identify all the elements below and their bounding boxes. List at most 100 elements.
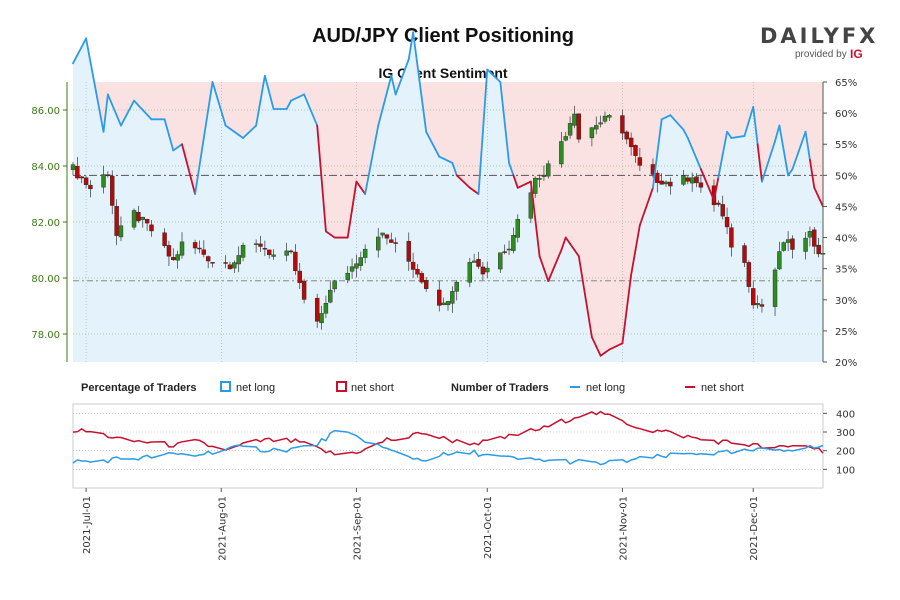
sentiment-line-segment	[242, 124, 258, 139]
sentiment-line-segment	[700, 168, 715, 202]
sentiment-line-segment	[416, 64, 423, 100]
candle-body	[633, 145, 638, 156]
sentiment-line-segment	[747, 105, 755, 123]
candle-body	[681, 175, 686, 185]
candle-body	[759, 304, 765, 307]
sentiment-line-segment	[168, 133, 175, 152]
candle-body	[777, 251, 782, 270]
candle-body	[663, 181, 669, 185]
sentiment-line-segment	[89, 60, 105, 133]
percent-tick-label: 60%	[835, 109, 857, 120]
sentiment-line-segment	[133, 99, 140, 107]
date-tick-label: 2021-Sep-01	[352, 496, 363, 560]
date-tick-label: 2021-Dec-01	[749, 496, 760, 561]
ig-brand: IG	[850, 47, 863, 61]
candle-body	[620, 115, 625, 134]
sentiment-line-segment	[787, 168, 794, 177]
sentiment-line-segment	[713, 176, 720, 202]
candle-body	[511, 235, 516, 251]
date-tick-label: 2021-Nov-01	[618, 496, 629, 561]
candle-body	[589, 127, 595, 139]
price-tick-label: 80.00	[31, 274, 60, 285]
sentiment-line-segment	[211, 81, 227, 127]
percent-tick-label: 45%	[835, 202, 857, 213]
sentiment-line-segment	[516, 180, 532, 189]
candle-body	[101, 174, 106, 188]
candle-body	[685, 177, 691, 182]
sentiment-line-segment	[590, 336, 598, 348]
net-short-count-line	[72, 410, 824, 456]
candle-body	[358, 257, 363, 266]
percent-tick-label: 30%	[835, 296, 857, 307]
candle-body	[498, 252, 503, 270]
price-candles	[70, 105, 826, 330]
candle-body	[232, 262, 237, 269]
candle-body	[380, 232, 385, 236]
candle-body	[297, 270, 302, 284]
candle-body	[655, 172, 660, 183]
candle-body	[328, 289, 333, 303]
candle-body	[724, 216, 730, 228]
candle-body	[354, 263, 359, 269]
sentiment-line-segment	[320, 177, 327, 233]
sentiment-line-segment	[730, 135, 746, 139]
date-tick-label: 2021-Jul-01	[82, 496, 93, 554]
sentiment-line-segment	[577, 255, 593, 339]
sentiment-line-segment	[316, 124, 323, 180]
candle-body	[602, 115, 608, 122]
candle-body	[716, 202, 721, 205]
sentiment-line-segment	[717, 153, 724, 179]
candle-body	[694, 176, 699, 184]
candle-body	[598, 122, 603, 125]
sentiment-line-segment	[529, 180, 537, 220]
sentiment-line-segment	[695, 157, 702, 171]
sentiment-line-segment	[76, 45, 83, 56]
candle-body	[437, 289, 442, 306]
candle-body	[140, 216, 145, 220]
candle-body	[319, 313, 324, 324]
legend-num-title: Number of Traders	[451, 382, 549, 394]
candle-body	[594, 125, 599, 130]
candle-body	[485, 267, 490, 273]
sentiment-line-segment	[303, 93, 319, 127]
candle-body	[271, 254, 276, 257]
sentiment-line-segment	[804, 130, 811, 161]
sentiment-line-segment	[512, 174, 519, 189]
price-tick-label: 82.00	[31, 218, 60, 229]
sentiment-line-segment	[564, 236, 571, 245]
sentiment-line-segment	[412, 31, 419, 67]
candle-body	[79, 176, 84, 179]
candle-body	[175, 254, 180, 261]
sentiment-line-segment	[543, 267, 550, 283]
candle-body	[284, 250, 289, 256]
candle-body	[162, 232, 167, 247]
candle-body	[88, 184, 93, 190]
candle-body	[742, 245, 747, 263]
sentiment-line-segment	[656, 118, 663, 155]
sentiment-line-segment	[146, 113, 153, 121]
candle-body	[467, 262, 473, 283]
candle-body	[781, 242, 786, 251]
count-panel-frame	[72, 403, 824, 489]
candle-body	[293, 251, 298, 272]
sentiment-line-segment	[72, 54, 79, 65]
count-tick-label: 400	[836, 409, 855, 420]
sentiment-line-segment	[652, 152, 659, 189]
sentiment-line-segment	[420, 97, 428, 133]
candle-body	[267, 249, 272, 256]
sentiment-line-segment	[451, 161, 458, 177]
legend: Percentage of Traders net long net short…	[81, 381, 744, 394]
sentiment-line-segment	[782, 149, 790, 177]
sentiment-line-segment	[137, 104, 144, 111]
candle-body	[197, 247, 202, 250]
net-long-count-line	[72, 429, 824, 466]
sentiment-line-segment	[774, 124, 781, 143]
sentiment-line-segment	[669, 114, 685, 131]
sentiment-line-segment	[425, 130, 441, 158]
candle-body	[110, 175, 115, 206]
percent-tick-label: 65%	[835, 78, 857, 89]
candle-body	[288, 250, 294, 253]
sentiment-line-segment	[538, 255, 545, 270]
sentiment-line-segment	[351, 180, 358, 211]
